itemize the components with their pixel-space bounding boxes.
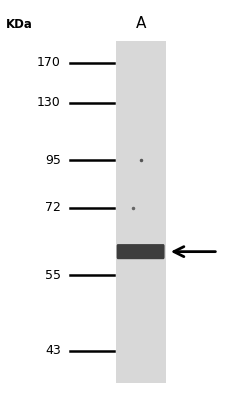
FancyBboxPatch shape bbox=[117, 244, 164, 259]
Text: 130: 130 bbox=[37, 96, 61, 109]
Text: 55: 55 bbox=[45, 269, 61, 282]
Text: 72: 72 bbox=[45, 202, 61, 214]
Text: A: A bbox=[135, 16, 146, 31]
Text: KDa: KDa bbox=[6, 18, 33, 31]
Text: 43: 43 bbox=[45, 344, 61, 358]
Text: 95: 95 bbox=[45, 154, 61, 167]
Text: 170: 170 bbox=[37, 56, 61, 70]
Bar bbox=[116, 41, 166, 383]
